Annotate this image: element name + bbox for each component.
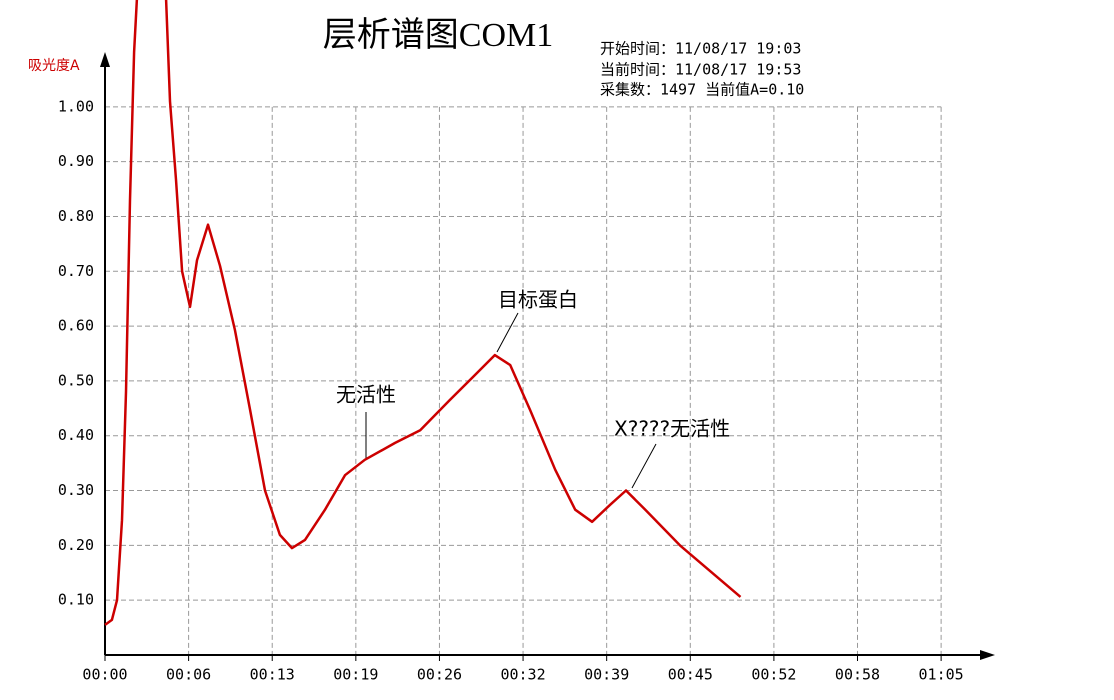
y-tick-label: 0.10 bbox=[58, 591, 94, 609]
y-tick-label: 0.20 bbox=[58, 536, 94, 554]
y-axis-arrow bbox=[100, 52, 110, 67]
x-tick-label: 00:52 bbox=[751, 666, 796, 684]
y-tick-label: 0.40 bbox=[58, 426, 94, 444]
y-tick-label: 0.80 bbox=[58, 207, 94, 225]
annotation-leader bbox=[496, 312, 519, 353]
y-tick-label: 0.90 bbox=[58, 152, 94, 170]
x-tick-label: 00:58 bbox=[835, 666, 880, 684]
y-tick-label: 1.00 bbox=[58, 97, 94, 115]
y-tick-label: 0.60 bbox=[58, 317, 94, 335]
x-tick-label: 00:13 bbox=[250, 666, 295, 684]
info-line: 采集数：1497 当前值A=0.10 bbox=[600, 81, 804, 99]
x-tick-label: 00:26 bbox=[417, 666, 462, 684]
x-tick-label: 00:39 bbox=[584, 666, 629, 684]
annotation: 目标蛋白 bbox=[498, 288, 578, 312]
series-line bbox=[104, 0, 742, 626]
x-tick-label: 00:06 bbox=[166, 666, 211, 684]
x-tick-label: 01:05 bbox=[919, 666, 964, 684]
x-tick-label: 00:45 bbox=[668, 666, 713, 684]
x-tick-label: 00:00 bbox=[82, 666, 127, 684]
chart-title: 层析谱图COM1 bbox=[323, 16, 553, 54]
y-tick-label: 0.30 bbox=[58, 481, 94, 499]
annotation-leader bbox=[631, 443, 657, 489]
x-axis-arrow bbox=[980, 650, 995, 660]
y-tick-label: 0.50 bbox=[58, 371, 94, 389]
info-line: 开始时间：11/08/17 19:03 bbox=[600, 40, 801, 58]
x-tick-label: 00:32 bbox=[500, 666, 545, 684]
y-tick-label: 0.70 bbox=[58, 262, 94, 280]
info-line: 当前时间：11/08/17 19:53 bbox=[600, 61, 801, 79]
annotation: X????无活性 bbox=[614, 417, 730, 441]
x-tick-label: 00:19 bbox=[333, 666, 378, 684]
annotation: 无活性 bbox=[336, 383, 396, 407]
y-axis-label: 吸光度A bbox=[28, 58, 80, 74]
